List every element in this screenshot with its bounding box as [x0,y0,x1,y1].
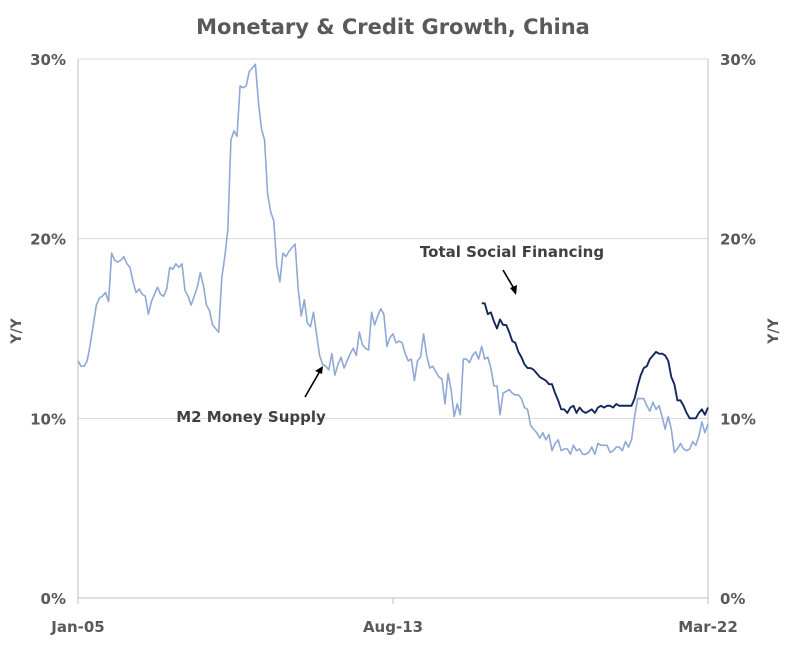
y-tick-label-right: 30% [720,51,756,69]
y-tick-label-right: 20% [720,231,756,249]
annotation-total-social-financing: Total Social Financing [420,243,604,261]
series-lines [77,63,709,456]
y-tick-label-left: 30% [30,51,66,69]
x-tick-label: Jan-05 [50,618,104,636]
series-line-total-social-financing [481,302,709,420]
annotation-arrowhead-tsf [510,285,517,295]
y-tick-label-right: 10% [720,410,756,428]
annotations: Total Social Financing M2 Money Supply [176,243,604,426]
y-tick-label-left: 10% [30,410,66,428]
y-axis-left-title: Y/Y [9,317,25,344]
chart-title: Monetary & Credit Growth, China [196,15,590,39]
y-tick-label-left: 0% [41,590,66,608]
y-axis-right-title: Y/Y [766,317,782,344]
annotation-arrow-m2 [304,370,321,398]
y-tick-label-right: 0% [720,590,745,608]
tick-labels: 0% 0% 10% 10% 20% 20% 30% 30% Jan-05 Aug-13 Mar-22 [30,51,756,636]
x-tick-label: Aug-13 [363,618,423,636]
series-line-m2-money-supply [77,63,709,456]
x-tick-label: Mar-22 [678,618,738,636]
annotation-m2-money-supply: M2 Money Supply [176,408,326,426]
gridlines [78,58,708,419]
annotation-arrowhead-m2 [315,366,323,374]
y-tick-label-left: 20% [30,231,66,249]
axes [77,59,709,604]
